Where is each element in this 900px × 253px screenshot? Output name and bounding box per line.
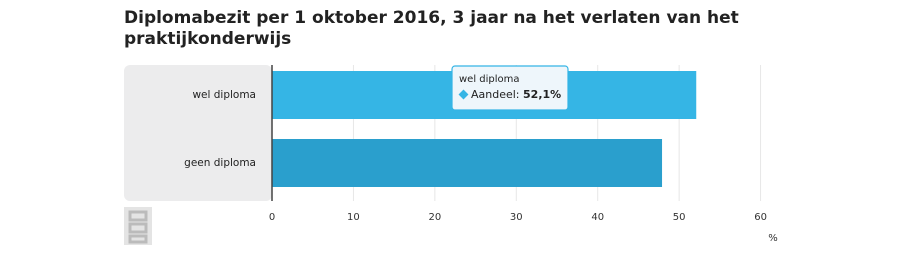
x-tick-label: 0 [269, 212, 275, 223]
x-tick-label: 30 [510, 212, 523, 223]
tooltip: wel diploma Aandeel: 52,1% [451, 65, 569, 111]
x-tick-label: 50 [673, 212, 686, 223]
x-axis-label: % [768, 233, 778, 244]
bar [272, 139, 663, 187]
chart-title: praktijkonderwijs [124, 29, 291, 49]
tooltip-value: 52,1% [523, 88, 561, 101]
category-label: geen diploma [184, 157, 256, 169]
tooltip-text: Aandeel: 52,1% [471, 88, 561, 101]
logo-shape [128, 222, 148, 234]
cbs-logo [124, 207, 152, 245]
logo-shape [128, 234, 148, 244]
logo-shape [128, 210, 148, 222]
tooltip-category: wel diploma [459, 74, 520, 85]
tooltip-box [451, 65, 569, 111]
category-label: wel diploma [192, 89, 256, 101]
tooltip-label: Aandeel: [471, 88, 520, 101]
x-tick-label: 10 [347, 212, 360, 223]
category-panel [124, 65, 272, 201]
x-tick-label: 40 [591, 212, 604, 223]
chart-title: Diplomabezit per 1 oktober 2016, 3 jaar … [124, 8, 739, 28]
x-tick-label: 20 [428, 212, 441, 223]
x-tick-label: 60 [754, 212, 767, 223]
